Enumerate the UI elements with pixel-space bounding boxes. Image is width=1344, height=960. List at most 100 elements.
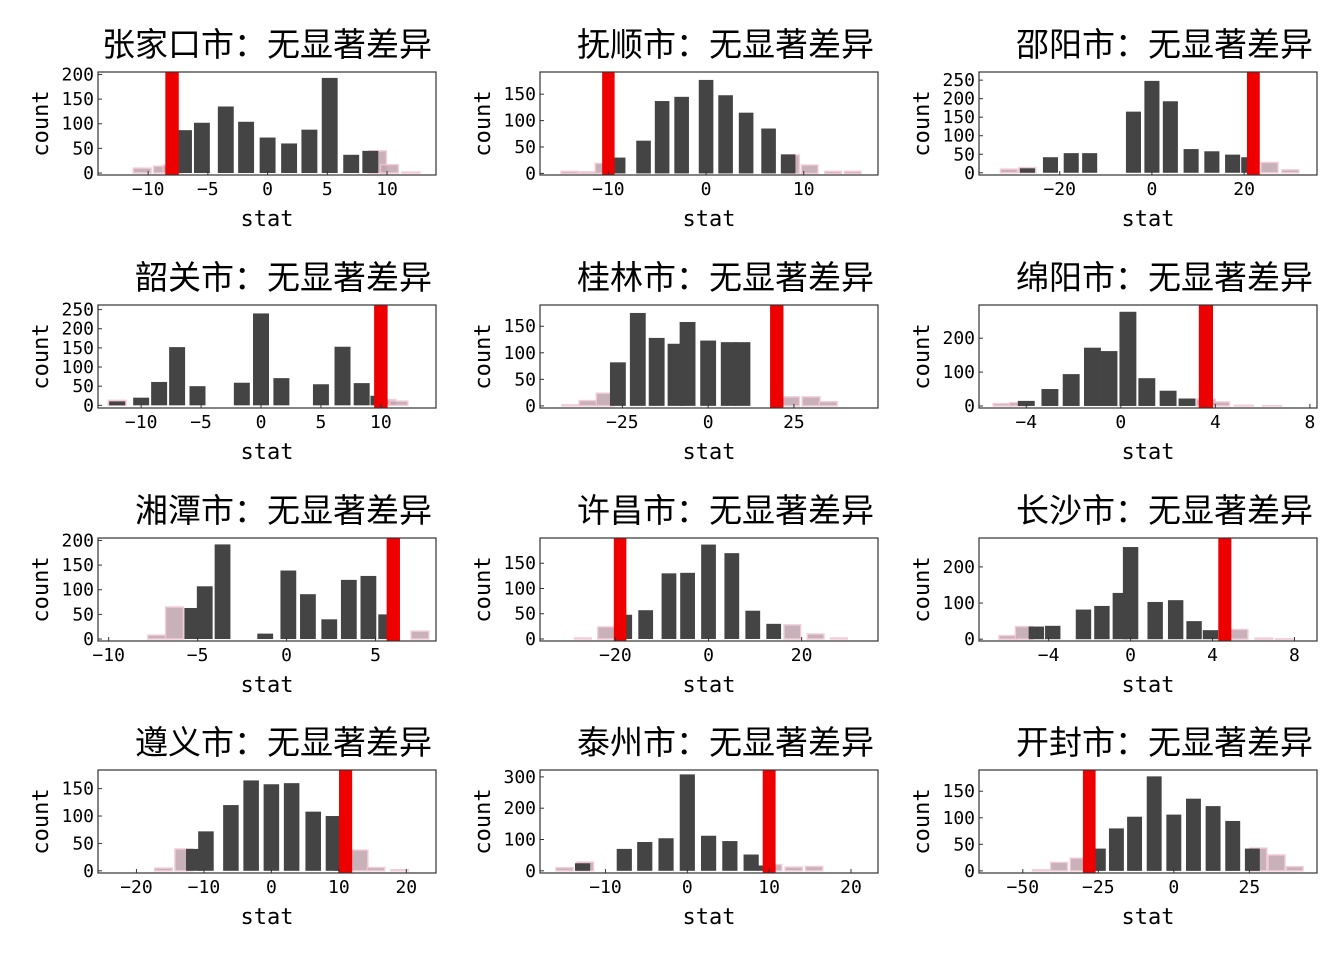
bar-2 [1108, 828, 1124, 871]
bar-1 [184, 607, 201, 640]
bar-1 [176, 130, 192, 174]
x-tick-label-1: −25 [606, 412, 639, 433]
bar-extreme-1 [561, 404, 581, 407]
y-tick-label-2: 50 [72, 604, 94, 625]
x-axis-label: stat [683, 673, 736, 698]
plot-frame [978, 537, 1318, 642]
bar-extreme-4 [784, 866, 803, 872]
x-tick-label-1: −4 [1038, 645, 1060, 666]
bar-extreme-3 [389, 400, 409, 407]
y-axis-label: count [471, 90, 496, 156]
bar-6 [300, 594, 316, 640]
x-tick-label-5: 20 [395, 877, 417, 898]
x-tick-label-4: 5 [316, 412, 327, 433]
bar-extreme-7 [843, 170, 862, 175]
bar-6 [724, 553, 740, 639]
y-axis-label: count [29, 556, 54, 622]
bar-2 [1042, 157, 1059, 173]
bar-1 [574, 863, 591, 871]
y-tick-label-4: 300 [503, 767, 536, 788]
bar-extreme-2 [577, 171, 596, 175]
histogram-panel-5: −25 0 25 0 50 100 150 桂林市：无显著差异 stat count [471, 258, 879, 465]
observed-stat-line [165, 72, 179, 175]
bar-extreme-6 [401, 171, 421, 174]
bar-2 [638, 610, 654, 639]
y-tick-label-1: 0 [83, 163, 94, 184]
bar-extreme-1 [999, 168, 1019, 174]
x-axis-label: stat [1122, 207, 1175, 232]
y-tick-label-3: 100 [942, 808, 975, 829]
x-tick-label-4: 5 [322, 179, 333, 200]
x-tick-label-1: −20 [599, 645, 632, 666]
y-tick-label-3: 100 [503, 578, 536, 599]
bar-extreme-1 [153, 867, 173, 872]
bar-5 [280, 570, 297, 640]
bar-2 [1045, 625, 1061, 640]
bar-7 [1138, 378, 1156, 406]
histogram-panel-4: −10 −5 0 5 10050100150200250韶关市：无显著差异statcou… [29, 258, 437, 465]
bar-extreme-2 [578, 399, 598, 407]
chart-title: 抚顺市：无显著差异 [577, 25, 874, 64]
bar-6 [700, 835, 717, 871]
bar-5 [259, 137, 276, 174]
histogram-panel-6: −4 0 4 8 0 100 200 绵阳市：无显著差异 stat count [910, 258, 1318, 465]
x-tick-label-2: 0 [1115, 412, 1126, 433]
observed-stat-line [770, 305, 784, 408]
bar-4 [667, 343, 684, 406]
bar-4 [1094, 605, 1110, 640]
bar-7 [253, 313, 269, 406]
bar-2 [636, 140, 651, 174]
bar-10 [334, 346, 351, 406]
x-tick-label-3: 20 [791, 645, 813, 666]
bar-9 [312, 384, 329, 406]
bar-extreme-1 [573, 637, 592, 640]
bar-7 [1147, 601, 1163, 640]
chart-title: 开封市：无显著差异 [1016, 723, 1313, 762]
chart-title: 邵阳市：无显著差异 [1016, 25, 1313, 64]
x-tick-label-1: −4 [1015, 412, 1037, 433]
x-tick-label-5: 10 [370, 412, 392, 433]
bar-3 [214, 544, 231, 640]
bar-extreme-2 [1049, 861, 1069, 872]
bar-2 [198, 831, 214, 871]
bar-2 [133, 397, 150, 406]
y-axis-label: count [471, 323, 496, 389]
bar-extreme-1 [132, 167, 152, 174]
bar-extreme-6 [824, 170, 843, 175]
y-axis-label: count [910, 323, 935, 389]
bar-extreme-4 [366, 866, 386, 872]
chart-title: 长沙市：无显著差异 [1016, 491, 1313, 530]
y-tick-label-1: 0 [525, 163, 536, 184]
x-tick-label-3: 4 [1210, 412, 1221, 433]
x-axis-label: stat [1122, 440, 1175, 465]
y-tick-label-3: 200 [942, 328, 975, 349]
y-tick-label-4: 150 [61, 89, 94, 110]
y-tick-label-2: 100 [942, 362, 975, 383]
chart-title: 韶关市：无显著差异 [135, 258, 432, 297]
x-tick-label-3: 0 [1168, 877, 1179, 898]
bar-8 [766, 623, 782, 639]
bar-4 [680, 572, 695, 639]
bar-11 [353, 383, 370, 406]
observed-stat-line [374, 305, 388, 408]
bar-9 [1244, 848, 1260, 871]
y-axis-label: count [910, 556, 935, 622]
y-axis-label: count [471, 556, 496, 622]
bar-4 [674, 96, 689, 174]
x-tick-label-3: 4 [1207, 645, 1218, 666]
bar-9 [1186, 621, 1202, 640]
y-tick-label-2: 50 [72, 138, 94, 159]
x-tick-label-2: −5 [187, 645, 209, 666]
bar-1 [1028, 626, 1045, 640]
plot-frame [97, 304, 437, 409]
bar-extreme-2 [597, 626, 616, 640]
chart-title: 湘潭市：无显著差异 [135, 491, 432, 530]
x-axis-label: stat [241, 440, 294, 465]
x-tick-label-4: 25 [1238, 877, 1260, 898]
chart-title: 张家口市：无显著差异 [102, 25, 432, 64]
bar-3 [1063, 153, 1079, 173]
bar-7 [1162, 101, 1178, 173]
bar-7 [720, 342, 737, 406]
bar-10 [1202, 630, 1219, 640]
bar-extreme-5 [1233, 404, 1254, 407]
